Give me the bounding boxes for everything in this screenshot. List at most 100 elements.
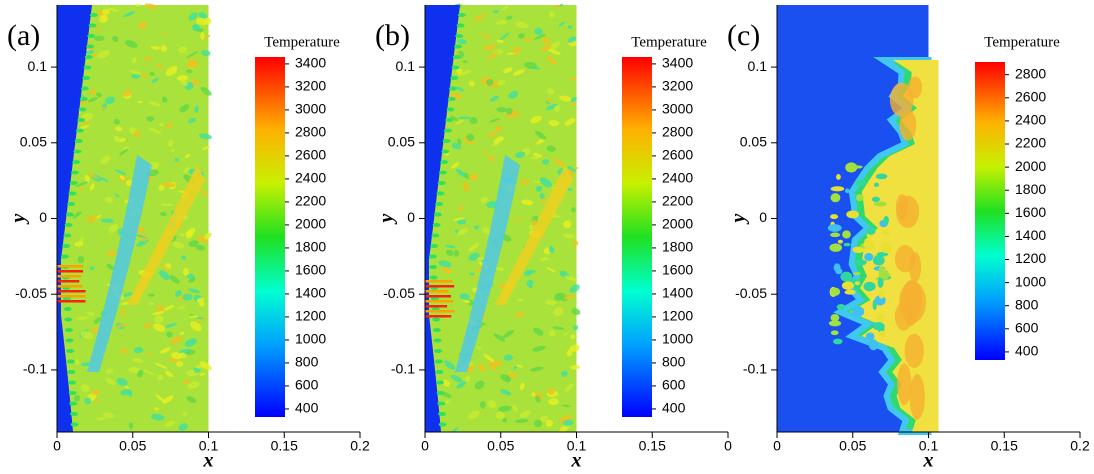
flow-structure	[513, 69, 525, 76]
flow-structure	[115, 323, 129, 328]
flow-structure	[441, 266, 452, 275]
flow-structure	[547, 387, 555, 395]
flow-structure	[441, 149, 450, 154]
hot-region	[904, 333, 924, 368]
flow-structure	[493, 136, 504, 144]
flow-structure	[75, 181, 88, 187]
colorbar-tick-label: 1000	[1015, 273, 1046, 289]
colorbar-tick-label: 1600	[662, 262, 693, 278]
flow-structure	[196, 318, 207, 322]
flow-structure	[152, 311, 165, 316]
flow-structure	[194, 105, 199, 113]
flow-structure	[548, 10, 555, 18]
flow-structure	[482, 150, 488, 155]
flow-structure	[457, 138, 462, 146]
flow-structure	[515, 419, 529, 423]
flow-structure	[561, 370, 568, 377]
flow-structure	[138, 21, 147, 30]
colorbar-tick-label: 3200	[295, 78, 326, 94]
x-tick-label: 0.05	[119, 438, 146, 454]
flow-structure	[530, 366, 544, 372]
flow-structure	[542, 36, 550, 45]
panel-label: (a)	[7, 19, 40, 52]
hot-region	[889, 82, 914, 117]
y-tick-label: 0.1	[28, 58, 48, 74]
flow-structure	[163, 304, 175, 311]
colorbar-tick-label: 1200	[1015, 250, 1046, 266]
flame-pocket	[852, 246, 865, 253]
flow-structure	[438, 170, 447, 175]
flow-structure	[91, 389, 101, 396]
flow-structure	[530, 115, 542, 124]
flow-structure	[64, 317, 73, 322]
flow-structure	[569, 344, 580, 352]
flow-structure	[450, 76, 459, 80]
flow-structure	[567, 25, 573, 29]
flow-structure	[496, 39, 504, 43]
flame-pocket	[863, 281, 876, 292]
flow-structure	[69, 401, 78, 406]
flow-structure	[444, 244, 456, 249]
flow-structure	[512, 218, 522, 221]
flow-structure	[443, 360, 456, 370]
flow-structure	[449, 115, 458, 121]
flame-pocket	[872, 255, 885, 266]
flow-structure	[165, 322, 178, 328]
colorbar-tick-label: 1800	[295, 239, 326, 255]
flow-structure	[566, 166, 577, 172]
flow-structure	[451, 162, 460, 169]
flow-structure	[196, 297, 205, 303]
hot-spot	[425, 300, 454, 303]
flow-structure	[571, 308, 581, 316]
flow-structure	[195, 17, 209, 26]
flow-structure	[77, 255, 85, 264]
flow-structure	[185, 153, 191, 159]
flow-structure	[165, 65, 178, 77]
flow-structure	[200, 32, 205, 40]
colorbar-tick-label: 600	[662, 377, 686, 393]
flow-structure	[188, 277, 196, 283]
flow-structure	[148, 302, 155, 305]
flow-structure	[445, 118, 454, 122]
flow-structure	[177, 305, 186, 310]
flow-structure	[457, 116, 471, 120]
flow-structure	[458, 205, 465, 211]
flow-structure	[476, 345, 483, 350]
flow-structure	[106, 263, 115, 271]
flow-structure	[558, 21, 565, 27]
flow-structure	[113, 135, 121, 143]
colorbar-tick-label: 600	[295, 377, 319, 393]
colorbar	[255, 57, 285, 417]
colorbar-tick-label: 1400	[295, 285, 326, 301]
hot-spot	[425, 305, 448, 308]
hot-spot	[57, 280, 80, 283]
flow-structure	[512, 366, 518, 370]
flow-structure	[570, 334, 576, 340]
hot-spot	[57, 285, 83, 288]
panel-label: (b)	[375, 19, 410, 52]
colorbar-tick-label: 2600	[662, 147, 693, 163]
flame-pocket	[844, 188, 850, 194]
flow-structure	[440, 160, 449, 164]
flame-pocket	[883, 269, 889, 280]
flame-pocket	[845, 162, 858, 173]
flow-structure	[105, 196, 113, 204]
flow-structure	[106, 368, 114, 374]
flow-structure	[166, 331, 173, 338]
flow-structure	[528, 285, 533, 289]
flow-structure	[80, 362, 91, 367]
flow-structure	[540, 415, 549, 423]
flow-structure	[535, 395, 541, 403]
flow-structure	[558, 95, 572, 102]
flow-structure	[148, 127, 162, 135]
flow-structure	[86, 44, 95, 49]
colorbar-tick-label: 800	[1015, 296, 1039, 312]
flow-structure	[160, 347, 171, 354]
flow-structure	[87, 97, 98, 103]
hot-streak	[127, 165, 205, 305]
flow-structure	[503, 354, 513, 361]
colorbar-tick-label: 2800	[1015, 65, 1046, 81]
flow-structure	[105, 377, 116, 385]
flame-pocket	[830, 193, 841, 203]
flow-structure	[204, 34, 211, 40]
